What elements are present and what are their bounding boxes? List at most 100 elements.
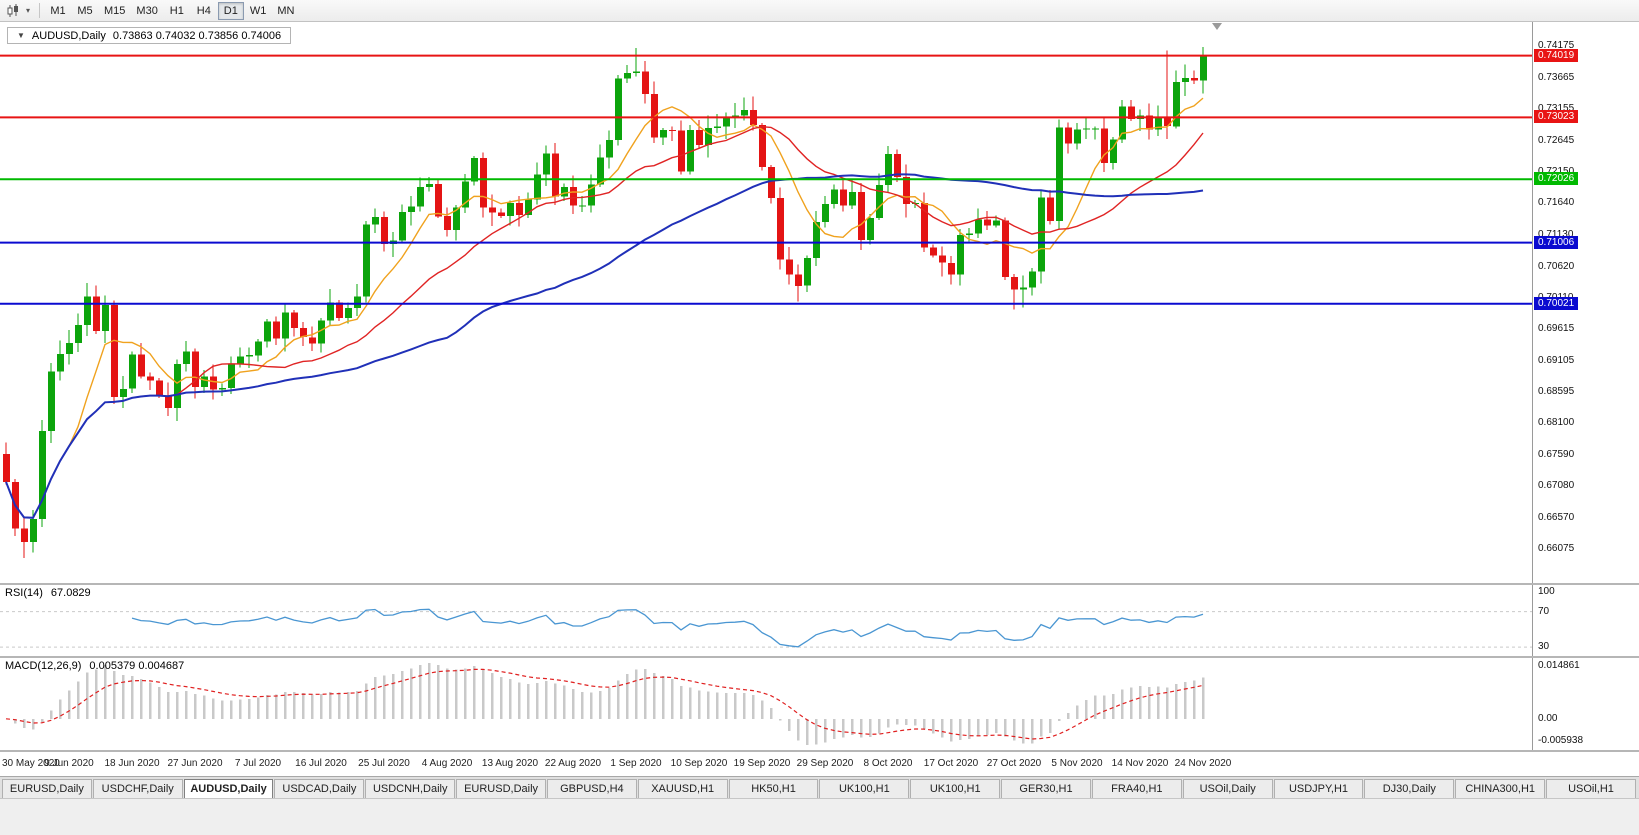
timeframe-button-m1[interactable]: M1: [50, 4, 66, 17]
macd-indicator-label: MACD(12,26,9) 0.005379 0.004687: [5, 660, 184, 672]
price-axis: 0.74175 0.73665 0.73155 0.72645 0.72150 0.716…: [1532, 22, 1639, 583]
price-axis-label: 0.72150: [1538, 165, 1575, 177]
date-axis-label: 19 Sep 2020: [733, 758, 791, 769]
chart-tab-17[interactable]: USOil,H1: [1546, 779, 1636, 798]
hline-price-tag: 0.71006: [1534, 235, 1579, 249]
chart-tab-2[interactable]: AUDUSD,Daily: [183, 779, 274, 798]
price-axis-label: 0.71130: [1538, 228, 1574, 240]
chart-title-box: ▼ AUDUSD,Daily 0.73863 0.74032 0.73856 0…: [7, 27, 292, 44]
macd-axis-label: 0.014861: [1538, 660, 1580, 671]
macd-signal-line: [5, 668, 1204, 740]
chart-tab-0[interactable]: EURUSD,Daily: [2, 779, 92, 798]
chart-tab-10[interactable]: UK100,H1: [910, 779, 1001, 798]
price-axis-label: 0.69105: [1538, 354, 1575, 366]
price-axis-label: 0.69615: [1538, 322, 1575, 334]
ma-fast-line: [5, 97, 1204, 519]
timeframe-button-mn[interactable]: MN: [277, 4, 295, 17]
chart-symbol-label: AUDUSD,Daily: [31, 29, 106, 42]
ma-mid-line: [5, 125, 1204, 519]
date-axis-label: 29 Sep 2020: [796, 758, 854, 769]
chart-tab-4[interactable]: USDCNH,Daily: [365, 779, 456, 798]
chart-tab-15[interactable]: DJ30,Daily: [1364, 779, 1455, 798]
timeframe-button-m30[interactable]: M30: [136, 4, 158, 17]
moving-average-lines: [5, 97, 1204, 519]
chart-tab-8[interactable]: HK50,H1: [728, 779, 819, 798]
macd-axis: 0.014861 0.00 -0.005938: [1532, 658, 1639, 750]
chart-shift-marker-icon[interactable]: [1212, 23, 1222, 30]
horizontal-support-resistance-lines[interactable]: [0, 54, 1532, 305]
chart-tab-16[interactable]: CHINA300,H1: [1455, 779, 1546, 798]
chart-type-dropdown-caret-icon[interactable]: ▾: [26, 6, 31, 15]
chart-tab-1[interactable]: USDCHF,Daily: [92, 779, 183, 798]
rsi-value: 67.0829: [50, 587, 91, 599]
macd-name: MACD(12,26,9): [5, 660, 82, 672]
date-axis-label: 13 Aug 2020: [481, 758, 539, 769]
collapse-caret-icon[interactable]: ▼: [17, 31, 25, 40]
price-axis-label: 0.71640: [1538, 197, 1575, 209]
date-axis-label: 24 Nov 2020: [1174, 758, 1232, 769]
rsi-indicator-label: RSI(14) 67.0829: [5, 587, 91, 599]
chart-tab-12[interactable]: FRA40,H1: [1091, 779, 1182, 798]
price-chart-canvas[interactable]: [0, 22, 1532, 583]
chart-tab-5[interactable]: EURUSD,Daily: [456, 779, 546, 798]
rsi-axis-label: 30: [1538, 641, 1550, 653]
timeframe-button-w1[interactable]: W1: [249, 4, 267, 17]
date-axis-label: 17 Oct 2020: [923, 758, 979, 769]
price-axis-label: 0.74175: [1538, 39, 1575, 51]
chart-tab-9[interactable]: UK100,H1: [819, 779, 910, 798]
status-bar: [0, 798, 1639, 835]
price-axis-label: 0.72645: [1538, 134, 1575, 146]
date-axis-label: 27 Oct 2020: [986, 758, 1042, 769]
timeframe-button-m15[interactable]: M15: [104, 4, 126, 17]
date-axis-label: 5 Nov 2020: [1051, 758, 1103, 769]
price-axis-label: 0.66075: [1538, 542, 1575, 554]
date-axis: 30 May 2020 9 Jun 2020 18 Jun 2020 27 Jun 2…: [0, 752, 1639, 776]
macd-histogram: [13, 663, 1205, 745]
chart-tab-13[interactable]: USOil,Daily: [1182, 779, 1273, 798]
date-axis-label: 18 Jun 2020: [104, 758, 160, 769]
rsi-canvas: [0, 608, 1532, 648]
panel-separator[interactable]: [0, 583, 1639, 585]
panel-separator[interactable]: [0, 750, 1639, 752]
chart-type-icon[interactable]: [4, 3, 22, 19]
chart-tab-14[interactable]: USDJPY,H1: [1273, 779, 1364, 798]
timeframe-button-d1[interactable]: D1: [217, 1, 244, 20]
hline-price-tag: 0.74019: [1534, 48, 1579, 62]
candles: [3, 46, 1207, 559]
timeframe-button-m5[interactable]: M5: [77, 4, 93, 17]
chart-tab-7[interactable]: XAUUSD,H1: [637, 779, 728, 798]
chart-tab-bar: EURUSD,Daily USDCHF,Daily AUDUSD,Daily USDC…: [0, 776, 1639, 798]
date-axis-label: 25 Jul 2020: [358, 758, 410, 769]
price-axis-label: 0.66570: [1538, 511, 1575, 523]
macd-panel[interactable]: MACD(12,26,9) 0.005379 0.004687: [0, 658, 1532, 750]
panel-separator[interactable]: [0, 656, 1639, 658]
date-axis-label: 7 Jul 2020: [234, 758, 282, 769]
hline-price-tag: 0.72026: [1534, 172, 1579, 186]
hline-price-tag: 0.70021: [1534, 296, 1579, 310]
date-axis-label: 4 Aug 2020: [421, 758, 473, 769]
rsi-axis-label: 70: [1538, 605, 1550, 617]
rsi-line: [131, 608, 1204, 648]
toolbar-separator: [39, 3, 41, 18]
timeframe-button-h4[interactable]: H4: [196, 4, 211, 17]
macd-canvas: [5, 663, 1205, 745]
price-axis-label: 0.68100: [1538, 416, 1575, 428]
rsi-name: RSI(14): [5, 587, 43, 599]
price-chart-panel[interactable]: ▼ AUDUSD,Daily 0.73863 0.74032 0.73856 0…: [0, 22, 1532, 583]
timeframe-toolbar: ▾ M1 M5 M15 M30 H1 H4 D1 W1 MN: [0, 0, 1639, 22]
rsi-axis-label: 100: [1538, 586, 1555, 597]
rsi-axis: 100 70 30: [1532, 585, 1639, 656]
date-axis-label: 22 Aug 2020: [544, 758, 602, 769]
chart-ohlc-values: 0.73863 0.74032 0.73856 0.74006: [112, 29, 282, 42]
rsi-panel[interactable]: RSI(14) 67.0829: [0, 585, 1532, 656]
date-axis-label: 9 Jun 2020: [44, 758, 94, 769]
date-axis-label: 30 May 2020: [2, 758, 60, 769]
chart-tab-3[interactable]: USDCAD,Daily: [274, 779, 365, 798]
date-axis-label: 1 Sep 2020: [610, 758, 662, 769]
chart-tab-6[interactable]: GBPUSD,H4: [546, 779, 637, 798]
price-axis-label: 0.67080: [1538, 480, 1575, 492]
timeframe-button-h1[interactable]: H1: [169, 4, 184, 17]
date-axis-label: 16 Jul 2020: [295, 758, 347, 769]
chart-tab-11[interactable]: GER30,H1: [1001, 779, 1091, 798]
price-axis-label: 0.73155: [1538, 103, 1575, 115]
